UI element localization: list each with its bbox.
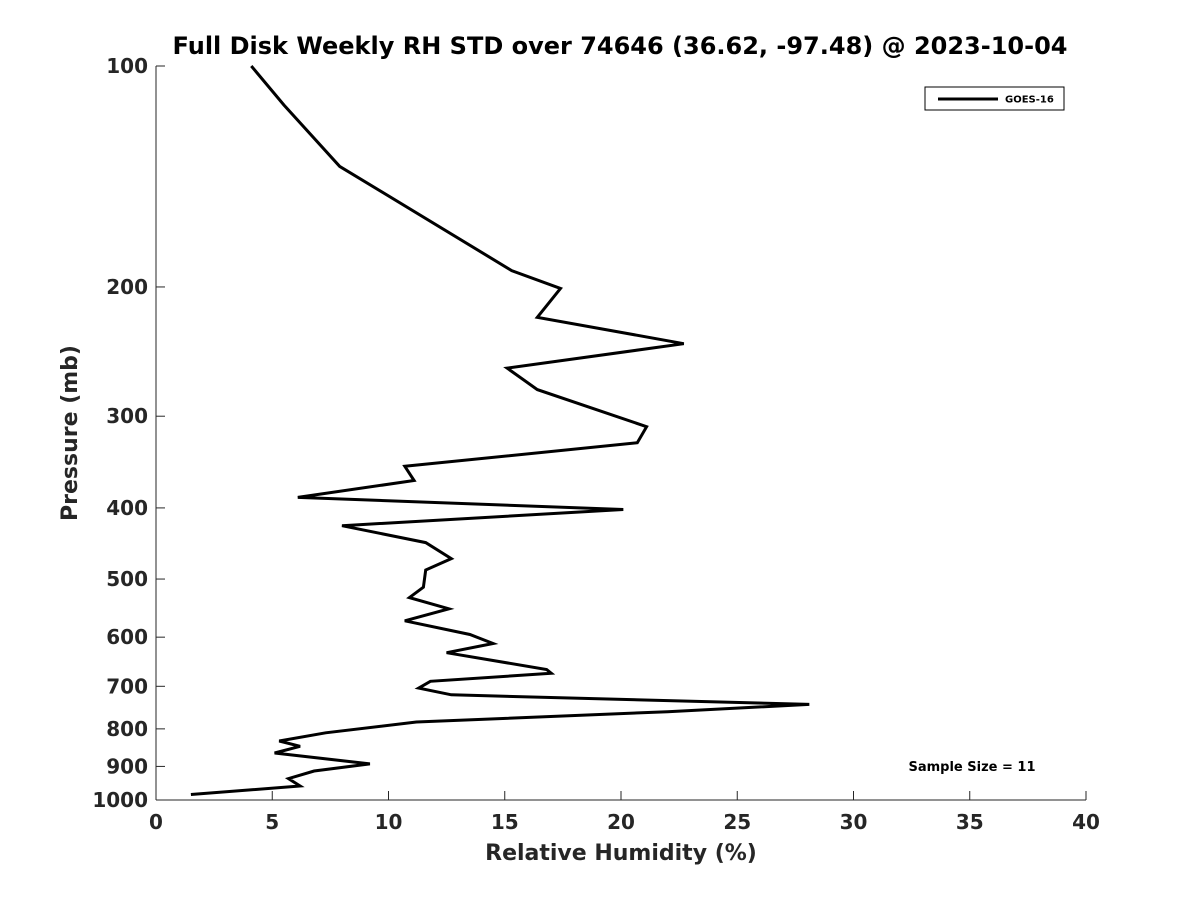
x-tick-label-10: 10 bbox=[375, 810, 403, 834]
x-axis-ticks: 0 5 10 15 20 25 30 35 40 bbox=[149, 791, 1100, 834]
legend-label-goes-16: GOES-16 bbox=[1005, 95, 1054, 106]
chart-title: Full Disk Weekly RH STD over 74646 (36.6… bbox=[173, 32, 1068, 60]
x-tick-label-25: 25 bbox=[723, 810, 751, 834]
x-axis-label: Relative Humidity (%) bbox=[485, 841, 757, 866]
x-tick-label-35: 35 bbox=[956, 810, 984, 834]
x-tick-label-20: 20 bbox=[607, 810, 635, 834]
y-tick-label-800: 800 bbox=[106, 717, 148, 741]
y-tick-label-600: 600 bbox=[106, 625, 148, 649]
y-tick-label-300: 300 bbox=[106, 404, 148, 428]
y-tick-label-400: 400 bbox=[106, 496, 148, 520]
y-tick-label-500: 500 bbox=[106, 567, 148, 591]
legend: GOES-16 bbox=[924, 86, 1065, 111]
y-tick-label-200: 200 bbox=[106, 275, 148, 299]
x-tick-label-5: 5 bbox=[265, 810, 279, 834]
x-tick-label-40: 40 bbox=[1072, 810, 1100, 834]
y-axis-label: Pressure (mb) bbox=[58, 345, 83, 521]
y-tick-label-100: 100 bbox=[106, 54, 148, 78]
x-tick-label-30: 30 bbox=[840, 810, 868, 834]
x-tick-label-0: 0 bbox=[149, 810, 163, 834]
series-layer bbox=[190, 65, 810, 796]
sample-size-annotation: Sample Size = 11 bbox=[908, 760, 1035, 775]
y-tick-label-900: 900 bbox=[106, 754, 148, 778]
y-axis-ticks: 100 200 300 400 500 600 700 800 900 1000 bbox=[92, 54, 165, 812]
x-tick-label-15: 15 bbox=[491, 810, 519, 834]
series-line-goes-16 bbox=[190, 65, 810, 796]
y-tick-label-700: 700 bbox=[106, 674, 148, 698]
y-tick-label-1000: 1000 bbox=[92, 788, 148, 812]
